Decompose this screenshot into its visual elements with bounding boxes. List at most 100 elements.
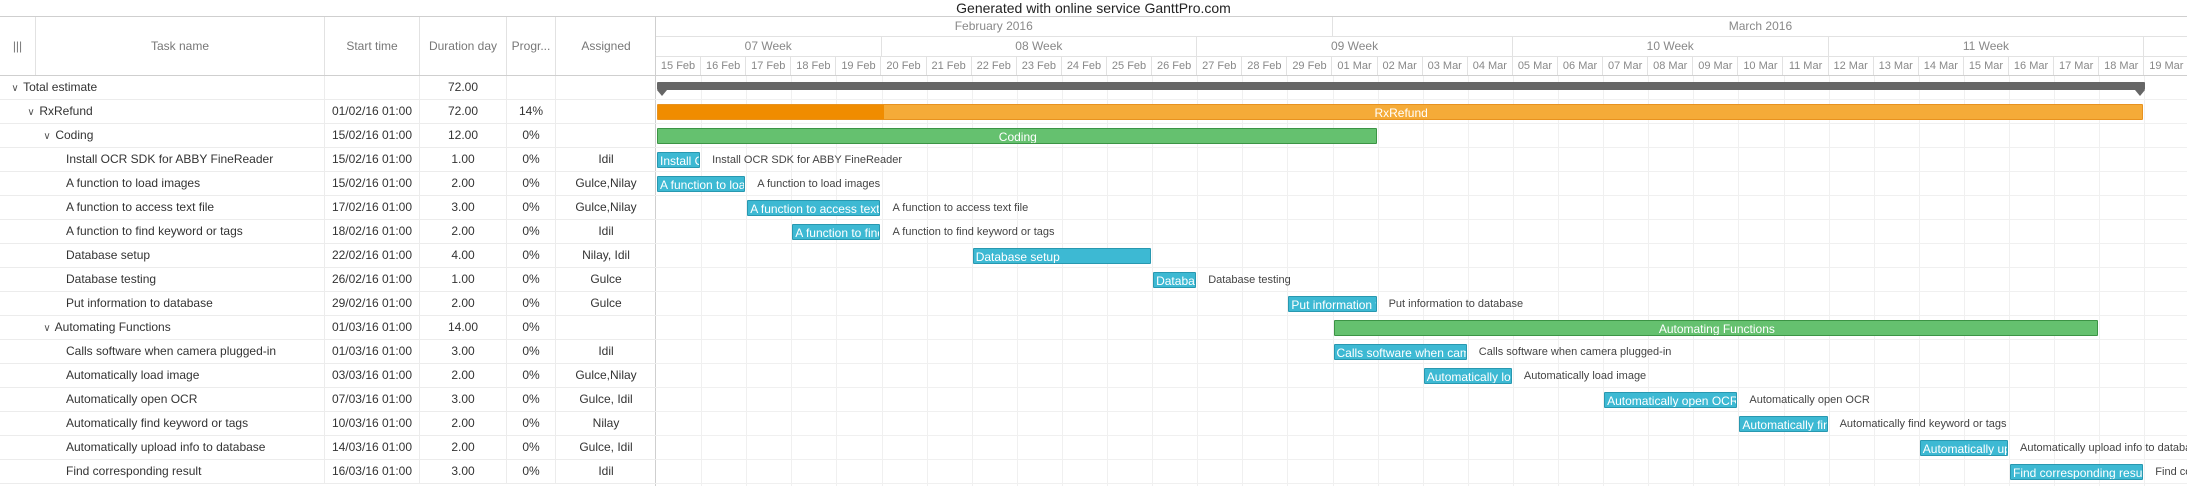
column-header-task-name[interactable]: Task name [36, 17, 325, 75]
table-row[interactable]: Find corresponding result 16/03/16 01:00 3… [0, 460, 656, 484]
duration-cell: 3.00 [420, 340, 507, 363]
day-label: 13 Mar [1874, 57, 1919, 75]
day-gridline [1242, 76, 1244, 486]
progress-cell [507, 76, 556, 99]
progress-cell: 0% [507, 124, 556, 147]
table-row[interactable]: Calls software when camera plugged-in 01/… [0, 340, 656, 364]
chevron-down-icon[interactable]: ∨ [43, 323, 51, 334]
week-scale-row: 07 Week 08 Week 09 Week 10 Week 11 Week [656, 37, 2187, 57]
table-row[interactable]: Put information to database 29/02/16 01:0… [0, 292, 656, 316]
day-label: 29 Feb [1287, 57, 1333, 75]
column-drag-handle[interactable]: ||| [0, 17, 36, 75]
column-header-duration[interactable]: Duration day [420, 17, 507, 75]
gantt-chart: February 2016 March 2016 07 Week 08 Week 09… [656, 16, 2187, 486]
task-name-cell: Database setup [0, 244, 325, 267]
task-bar-side-label: Automatically find keyword or tags [1839, 418, 2007, 430]
column-header-start-time[interactable]: Start time [325, 17, 420, 75]
project-bar-rxrefund[interactable]: RxRefund [657, 104, 2144, 120]
table-row[interactable]: A function to access text file 17/02/16 0… [0, 196, 656, 220]
column-header-progress[interactable]: Progr... [507, 17, 556, 75]
assigned-cell: Nilay, Idil [582, 248, 630, 262]
task-bar[interactable]: A function to access text file [747, 200, 881, 216]
table-row[interactable]: A function to find keyword or tags 18/02/… [0, 220, 656, 244]
duration-cell: 4.00 [420, 244, 507, 267]
task-bar[interactable]: Install OCR SDK for ABBY FineReader [657, 152, 701, 168]
table-row[interactable]: Install OCR SDK for ABBY FineReader 15/02… [0, 148, 656, 172]
table-row[interactable]: ∨ RxRefund 01/02/16 01:00 72.00 14% [0, 100, 656, 124]
task-bar[interactable]: Database setup [972, 248, 1152, 264]
task-bar[interactable]: Find corresponding result [2010, 464, 2144, 480]
table-row[interactable]: ∨ Total estimate 72.00 [0, 76, 656, 100]
task-bar[interactable]: A function to find keyword or tags [792, 224, 881, 240]
chevron-down-icon[interactable]: ∨ [11, 83, 19, 94]
task-bar[interactable]: Automatically upload info to database [1919, 440, 2008, 456]
progress-cell: 0% [507, 316, 556, 339]
task-bar[interactable]: Database testing [1153, 272, 1197, 288]
day-gridline [1152, 76, 1154, 486]
table-row[interactable]: Automatically find keyword or tags 10/03/… [0, 412, 656, 436]
day-gridline [1107, 76, 1108, 486]
day-label: 18 Mar [2099, 57, 2145, 75]
day-gridline [1016, 76, 1018, 486]
total-estimate-bar[interactable] [657, 82, 2146, 90]
table-row[interactable]: Automatically load image 03/03/16 01:00 2.… [0, 364, 656, 388]
row-gridline [656, 339, 2187, 340]
day-gridline [1693, 76, 1695, 486]
duration-cell: 12.00 [420, 124, 507, 147]
task-bar[interactable]: Automatically open OCR [1604, 392, 1738, 408]
task-bar-side-label: Install OCR SDK for ABBY FineReader [712, 154, 903, 166]
task-name-label: A function to load images [66, 176, 201, 190]
day-label: 27 Feb [1197, 57, 1243, 75]
project-bar[interactable]: Coding [657, 128, 1377, 144]
task-name-label: Install OCR SDK for ABBY FineReader [66, 152, 274, 166]
assigned-cell [556, 100, 656, 123]
day-label: 14 Mar [1919, 57, 1964, 75]
task-bar[interactable]: Put information to database [1288, 296, 1377, 312]
progress-cell: 0% [507, 268, 556, 291]
task-name-cell: A function to find keyword or tags [0, 220, 325, 243]
task-bar[interactable]: Automatically load image [1423, 368, 1512, 384]
table-row[interactable]: ∨ Automating Functions 01/03/16 01:00 14.0… [0, 316, 656, 340]
assigned-cell: Gulce,Nilay [575, 200, 637, 214]
task-name-cell: ∨ Total estimate [0, 76, 325, 99]
day-label: 23 Feb [1017, 57, 1062, 75]
month-scale-row: February 2016 March 2016 [656, 17, 2187, 37]
day-label: 04 Mar [1468, 57, 1513, 75]
table-row[interactable]: Database setup 22/02/16 01:00 4.00 0% Nilay,… [0, 244, 656, 268]
day-gridline [2099, 76, 2101, 486]
day-label: 12 Mar [1829, 57, 1874, 75]
day-gridline [1512, 76, 1514, 486]
task-bar[interactable]: Calls software when camera plugged-in [1333, 344, 1467, 360]
assigned-cell [556, 124, 656, 147]
task-bar-side-label: Automatically load image [1523, 370, 1647, 382]
table-row[interactable]: A function to load images 15/02/16 01:00 2… [0, 172, 656, 196]
chevron-down-icon[interactable]: ∨ [27, 107, 35, 118]
task-bar-side-label: Find corresponding result [2155, 466, 2187, 478]
day-gridline [836, 76, 838, 486]
day-label: 26 Feb [1152, 57, 1198, 75]
column-header-assigned[interactable]: Assigned [581, 39, 631, 53]
progress-cell: 0% [507, 388, 556, 411]
row-gridline [656, 387, 2187, 388]
project-bar[interactable]: Automating Functions [1333, 320, 2099, 336]
task-bar[interactable]: Automatically find keyword or tags [1739, 416, 1828, 432]
task-name-cell: Automatically find keyword or tags [0, 412, 325, 435]
row-gridline [656, 363, 2187, 364]
row-gridline [656, 411, 2187, 412]
chevron-down-icon[interactable]: ∨ [43, 131, 51, 142]
table-row[interactable]: Automatically open OCR 07/03/16 01:00 3.00… [0, 388, 656, 412]
day-gridline [1918, 76, 1920, 486]
task-bar-side-label: A function to find keyword or tags [892, 226, 1055, 238]
task-bar-side-label: Automatically upload info to database [2020, 442, 2187, 454]
task-name-cell: Calls software when camera plugged-in [0, 340, 325, 363]
task-name-label: Total estimate [23, 80, 98, 94]
day-label: 17 Feb [746, 57, 792, 75]
task-bar[interactable]: A function to load images [657, 176, 746, 192]
task-name-cell: ∨ RxRefund [0, 100, 325, 123]
row-gridline [656, 315, 2187, 316]
task-name-label: Coding [55, 128, 94, 142]
table-row[interactable]: ∨ Coding 15/02/16 01:00 12.00 0% [0, 124, 656, 148]
table-row[interactable]: Automatically upload info to database 14/… [0, 436, 656, 460]
task-name-cell: ∨ Automating Functions [0, 316, 325, 339]
table-row[interactable]: Database testing 26/02/16 01:00 1.00 0% Gulc… [0, 268, 656, 292]
